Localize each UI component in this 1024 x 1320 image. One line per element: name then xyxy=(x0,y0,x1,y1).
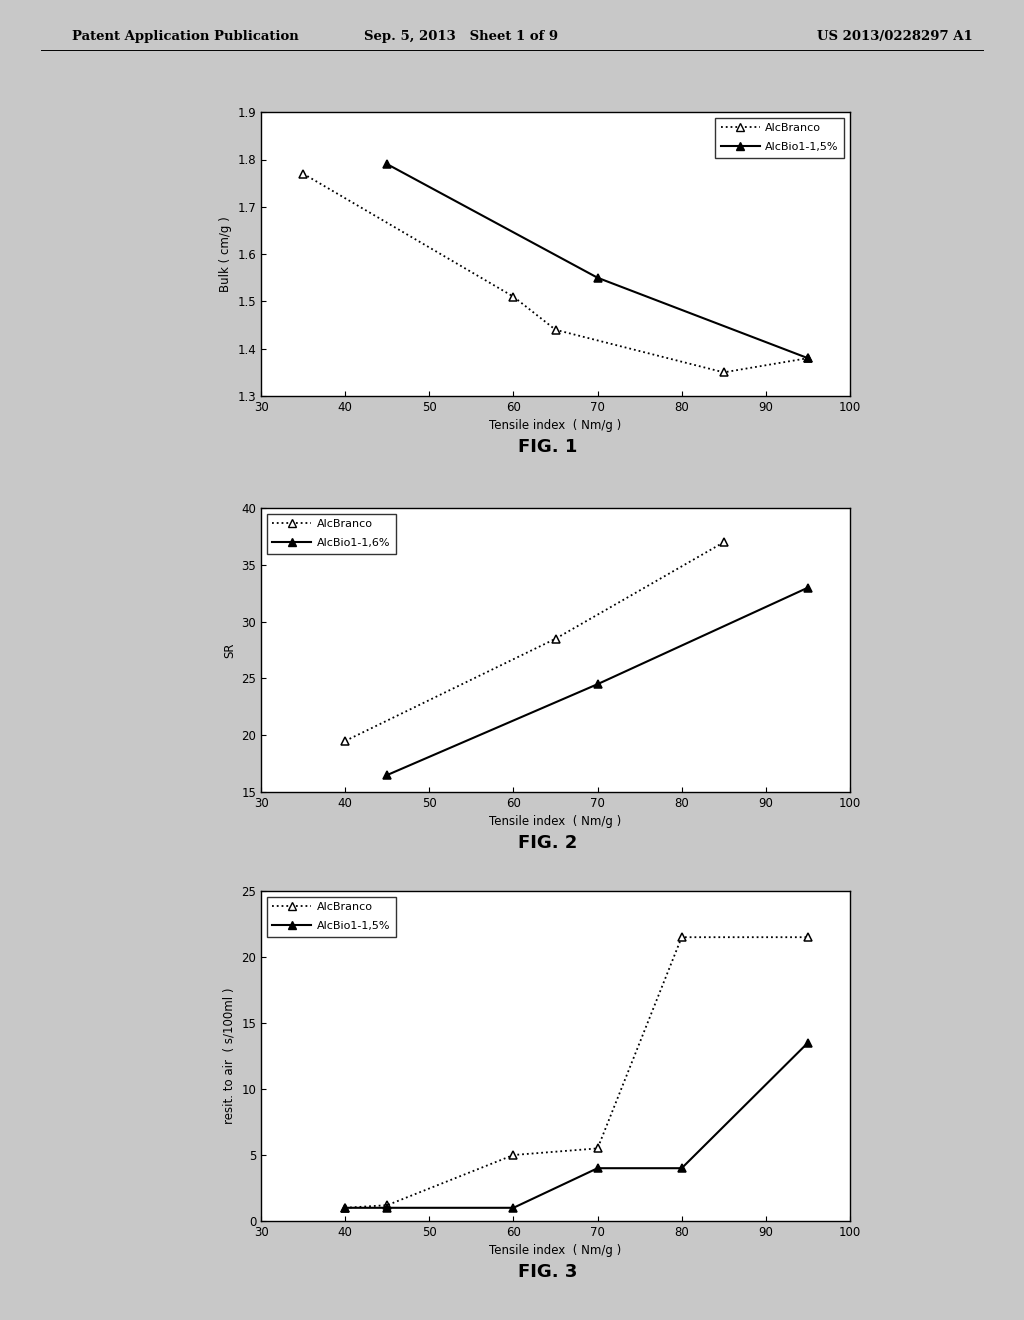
Text: US 2013/0228297 A1: US 2013/0228297 A1 xyxy=(817,30,973,44)
Legend: AlcBranco, AlcBio1-1,5%: AlcBranco, AlcBio1-1,5% xyxy=(716,117,845,158)
X-axis label: Tensile index  ( Nm/g ): Tensile index ( Nm/g ) xyxy=(489,420,622,433)
Text: FIG. 2: FIG. 2 xyxy=(518,834,578,853)
X-axis label: Tensile index  ( Nm/g ): Tensile index ( Nm/g ) xyxy=(489,1245,622,1258)
Y-axis label: resit. to air  ( s/100ml ): resit. to air ( s/100ml ) xyxy=(223,987,236,1125)
Y-axis label: Bulk ( cm/g ): Bulk ( cm/g ) xyxy=(219,216,232,292)
Legend: AlcBranco, AlcBio1-1,6%: AlcBranco, AlcBio1-1,6% xyxy=(266,513,395,554)
Text: FIG. 1: FIG. 1 xyxy=(518,438,578,457)
Text: Sep. 5, 2013   Sheet 1 of 9: Sep. 5, 2013 Sheet 1 of 9 xyxy=(364,30,558,44)
Text: Patent Application Publication: Patent Application Publication xyxy=(72,30,298,44)
Y-axis label: SR: SR xyxy=(223,643,236,657)
Legend: AlcBranco, AlcBio1-1,5%: AlcBranco, AlcBio1-1,5% xyxy=(266,896,395,937)
X-axis label: Tensile index  ( Nm/g ): Tensile index ( Nm/g ) xyxy=(489,816,622,829)
Text: FIG. 3: FIG. 3 xyxy=(518,1263,578,1282)
